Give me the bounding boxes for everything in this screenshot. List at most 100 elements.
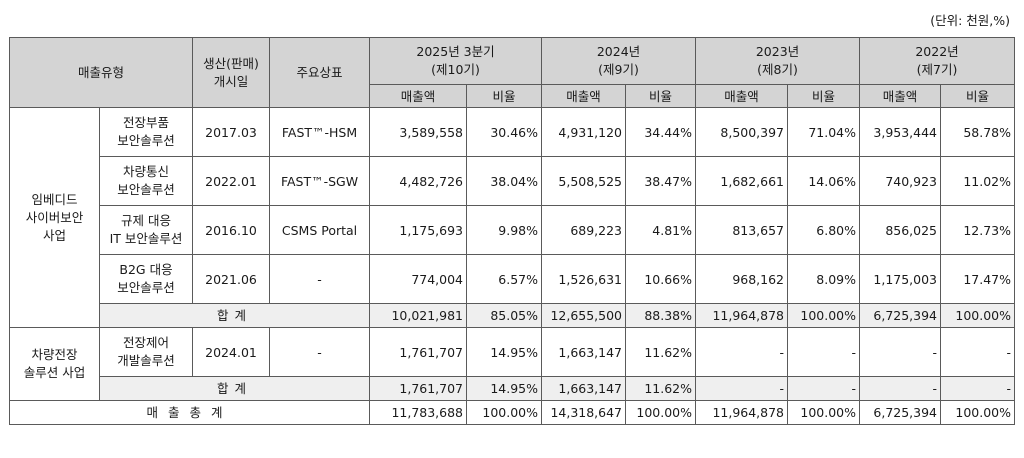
amount-cell: - — [695, 376, 789, 401]
start-date: 2024.01 — [192, 327, 271, 377]
subtotal-label: 합계 — [98, 303, 371, 328]
amount-cell: 3,953,444 — [859, 107, 942, 157]
ratio-cell: 100.00% — [466, 400, 543, 425]
product-name: 전장제어 개발솔루션 — [98, 327, 194, 377]
amount-cell: 1,175,693 — [369, 205, 468, 255]
table-row: 임베디드 사이버보안 사업 전장부품 보안솔루션 2017.03 FAST™-H… — [9, 107, 1016, 328]
amount-cell: - — [859, 376, 942, 401]
ratio-cell: 30.46% — [466, 107, 543, 157]
start-date: 2021.06 — [192, 254, 271, 304]
amount-cell: 856,025 — [859, 205, 942, 255]
product-line: 규제 대응 — [121, 213, 171, 228]
header-amount: 매출액 — [695, 84, 789, 108]
period-line2: (제10기) — [431, 62, 480, 77]
header-amount: 매출액 — [369, 84, 468, 108]
product-line: 보안솔루션 — [117, 133, 175, 148]
period-line1: 2023년 — [755, 44, 800, 59]
ratio-cell: 11.02% — [940, 156, 1016, 206]
group-vehicle-label: 차량전장 솔루션 사업 — [9, 327, 100, 401]
group-line: 사이버보안 — [25, 209, 84, 225]
table-row: 차량통신 보안솔루션 2022.01 FAST™-SGW 4,482,726 3… — [10, 156, 1016, 206]
ratio-cell: 38.04% — [466, 156, 543, 206]
brand: - — [269, 327, 371, 377]
ratio-cell: 4.81% — [625, 205, 697, 255]
ratio-cell: 71.04% — [787, 107, 861, 157]
start-date: 2017.03 — [192, 107, 271, 157]
subtotal-row: 합계 10,021,981 85.05% 12,655,500 88.38% 1… — [10, 303, 1016, 328]
brand: CSMS Portal — [269, 205, 371, 255]
amount-cell: 1,526,631 — [541, 254, 627, 304]
ratio-cell: 11.62% — [625, 376, 697, 401]
product-line: 차량통신 — [123, 164, 170, 179]
header-ratio: 비율 — [466, 84, 543, 108]
amount-cell: 11,964,878 — [695, 303, 789, 328]
ratio-cell: 11.62% — [625, 327, 697, 377]
ratio-cell: 85.05% — [466, 303, 543, 328]
ratio-cell: 100.00% — [787, 400, 861, 425]
product-line: 전장부품 — [123, 115, 170, 130]
ratio-cell: 14.95% — [466, 376, 543, 401]
header-sales-type: 매출유형 — [8, 37, 194, 108]
amount-cell: 740,923 — [859, 156, 942, 206]
ratio-cell: 9.98% — [466, 205, 543, 255]
ratio-cell: - — [940, 376, 1016, 401]
amount-cell: 1,761,707 — [369, 327, 468, 377]
amount-cell: 12,655,500 — [541, 303, 627, 328]
header-ratio: 비율 — [940, 84, 1016, 108]
brand: - — [269, 254, 371, 304]
amount-cell: 774,004 — [369, 254, 468, 304]
product-name: 전장부품 보안솔루션 — [98, 107, 194, 157]
ratio-cell: 88.38% — [625, 303, 697, 328]
brand: FAST™-HSM — [269, 107, 371, 157]
header-brand: 주요상표 — [269, 37, 371, 108]
amount-cell: 968,162 — [695, 254, 789, 304]
product-line: 보안솔루션 — [117, 280, 175, 295]
grand-total-row: 매출총계 11,783,688 100.00% 14,318,647 100.0… — [8, 400, 1016, 425]
amount-cell: 6,725,394 — [859, 400, 942, 425]
amount-cell: 6,725,394 — [859, 303, 942, 328]
product-name: B2G 대응 보안솔루션 — [98, 254, 194, 304]
header-period-2022: 2022년 (제7기) — [859, 37, 1016, 85]
product-line: IT 보안솔루션 — [109, 231, 183, 246]
group-line: 차량전장 — [31, 347, 78, 362]
brand: FAST™-SGW — [269, 156, 371, 206]
ratio-cell: 34.44% — [625, 107, 697, 157]
amount-cell: 1,761,707 — [369, 376, 468, 401]
header-start-line2: 개시일 — [213, 73, 249, 89]
amount-cell: 11,783,688 — [369, 400, 468, 425]
amount-cell: 4,482,726 — [369, 156, 468, 206]
ratio-cell: 14.06% — [787, 156, 861, 206]
ratio-cell: 12.73% — [940, 205, 1016, 255]
ratio-cell: 100.00% — [787, 303, 861, 328]
amount-cell: 813,657 — [695, 205, 789, 255]
table-row: 규제 대응 IT 보안솔루션 2016.10 CSMS Portal 1,175… — [10, 205, 1016, 255]
product-line: 개발솔루션 — [117, 353, 175, 368]
product-line: 보안솔루션 — [117, 182, 175, 197]
unit-label: (단위: 천원,%) — [930, 13, 1010, 28]
ratio-cell: 6.57% — [466, 254, 543, 304]
product-line: 전장제어 — [123, 335, 170, 350]
ratio-cell: 17.47% — [940, 254, 1016, 304]
grand-total-label: 매출총계 — [8, 400, 371, 425]
amount-cell: - — [859, 327, 942, 377]
table-row: 차량전장 솔루션 사업 전장제어 개발솔루션 2024.01 - 1,761,7… — [9, 327, 1016, 401]
period-line2: (제7기) — [916, 62, 958, 77]
ratio-cell: - — [787, 327, 861, 377]
group-line: 임베디드 — [31, 191, 78, 207]
ratio-cell: 100.00% — [940, 303, 1016, 328]
ratio-cell: 10.66% — [625, 254, 697, 304]
group-line: 사업 — [42, 227, 66, 243]
start-date: 2022.01 — [192, 156, 271, 206]
ratio-cell: - — [787, 376, 861, 401]
amount-cell: 3,589,558 — [369, 107, 468, 157]
header-start-date: 생산(판매) 개시일 — [192, 37, 271, 108]
product-name: 규제 대응 IT 보안솔루션 — [98, 205, 194, 255]
group-line: 솔루션 사업 — [23, 365, 86, 380]
amount-cell: - — [695, 327, 789, 377]
group-embedded-label: 임베디드 사이버보안 사업 — [9, 107, 100, 328]
amount-cell: 689,223 — [541, 205, 627, 255]
header-ratio: 비율 — [787, 84, 861, 108]
amount-cell: 11,964,878 — [695, 400, 789, 425]
sales-table: 매출유형 생산(판매) 개시일 주요상표 2025년 3분기 (제10기) 20… — [8, 37, 1016, 425]
period-line1: 2022년 — [915, 44, 959, 59]
